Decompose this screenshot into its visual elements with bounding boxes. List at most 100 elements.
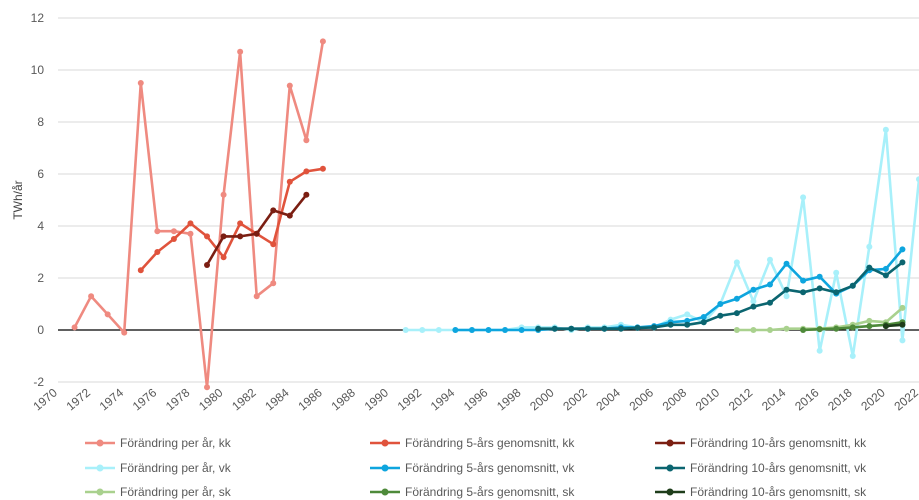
legend-swatch-marker: [381, 464, 389, 472]
data-point: [700, 314, 707, 320]
legend-label: Förändring per år, sk: [120, 485, 232, 499]
data-point: [733, 295, 740, 302]
x-tick-label: 2012: [726, 385, 756, 413]
y-tick-label: 10: [31, 63, 45, 77]
data-point: [783, 325, 790, 332]
data-point: [551, 325, 558, 332]
data-point: [684, 311, 691, 318]
data-point: [833, 269, 840, 276]
data-point: [634, 324, 641, 331]
legend-label: Förändring per år, vk: [120, 461, 232, 475]
data-point: [402, 327, 409, 333]
gridlines: [58, 17, 919, 383]
data-point: [849, 282, 856, 289]
data-point: [568, 325, 575, 332]
legend: Förändring per år, kk Förändring 5-års ge…: [85, 436, 867, 499]
x-tick-label: 1986: [295, 385, 325, 413]
data-point: [535, 325, 542, 332]
data-point: [518, 327, 525, 333]
legend-swatch-marker: [666, 488, 674, 496]
legend-label: Förändring 10-års genomsnitt, sk: [690, 485, 867, 499]
data-point: [121, 329, 128, 336]
data-point: [204, 233, 211, 240]
data-point: [270, 280, 277, 287]
data-point: [899, 321, 906, 328]
legend-swatch-marker: [381, 488, 389, 496]
x-tick-label: 1972: [64, 385, 94, 413]
series-line: [73, 41, 325, 389]
data-point: [303, 137, 310, 144]
data-point: [766, 256, 773, 263]
data-point: [286, 178, 293, 185]
data-point: [899, 337, 906, 344]
data-point: [88, 293, 95, 300]
plot-area: [71, 38, 919, 391]
data-point: [733, 327, 740, 333]
data-point: [187, 230, 194, 237]
data-point: [783, 293, 790, 300]
x-tick-label: 1982: [229, 385, 259, 413]
data-point: [71, 324, 78, 331]
data-point: [502, 327, 509, 333]
data-point: [916, 176, 919, 183]
legend-swatch-marker: [666, 464, 674, 472]
legend-item: Förändring 5-års genomsnitt, vk: [370, 461, 575, 475]
legend-item: Förändring per år, vk: [85, 461, 232, 475]
data-point: [617, 325, 624, 332]
legend-item: Förändring 10-års genomsnitt, vk: [655, 461, 867, 475]
data-point: [866, 323, 873, 330]
data-point: [204, 262, 211, 268]
data-point: [750, 327, 757, 333]
y-tick-label: 12: [31, 11, 45, 25]
data-point: [899, 304, 906, 311]
legend-label: Förändring 10-års genomsnitt, vk: [690, 461, 867, 475]
data-point: [766, 281, 773, 288]
legend-item: Förändring per år, kk: [85, 436, 232, 450]
y-tick-label: 8: [37, 115, 44, 129]
data-point: [584, 325, 591, 332]
data-point: [667, 321, 674, 328]
data-point: [319, 165, 326, 172]
legend-label: Förändring per år, kk: [120, 436, 232, 450]
data-point: [286, 212, 293, 219]
x-tick-label: 2002: [560, 385, 590, 413]
data-point: [733, 310, 740, 317]
data-point: [833, 289, 840, 296]
data-point: [717, 301, 724, 307]
x-tick-label: 2004: [593, 385, 623, 413]
data-point: [237, 220, 244, 227]
legend-item: Förändring 10-års genomsnitt, sk: [655, 485, 867, 499]
x-tick-label: 1988: [329, 385, 359, 413]
data-point: [750, 286, 757, 293]
x-tick-label: 2020: [858, 385, 888, 413]
data-point: [253, 293, 260, 300]
data-point: [303, 168, 310, 175]
legend-swatch-marker: [666, 439, 674, 447]
y-tick-label: 4: [37, 219, 44, 233]
data-point: [468, 327, 475, 333]
data-point: [800, 194, 807, 201]
data-point: [170, 228, 177, 235]
data-point: [849, 353, 856, 359]
x-tick-label: 2016: [792, 385, 822, 413]
y-tick-label: 6: [37, 167, 44, 181]
series-line: [455, 248, 904, 332]
data-point: [286, 82, 293, 89]
data-point: [684, 321, 691, 328]
data-point: [237, 233, 244, 240]
x-tick-label: 2010: [693, 385, 723, 413]
x-tick-label: 1978: [163, 385, 193, 413]
data-point: [833, 325, 840, 332]
data-point: [270, 207, 277, 214]
series-line: [538, 261, 904, 331]
data-point: [237, 48, 244, 55]
data-point: [849, 324, 856, 331]
x-tick-label: 2018: [825, 385, 855, 413]
series-line: [405, 128, 919, 358]
data-point: [137, 80, 144, 86]
data-point: [187, 220, 194, 227]
data-point: [766, 299, 773, 306]
data-point: [866, 317, 873, 324]
x-tick-label: 1996: [461, 385, 491, 413]
series-2: [204, 191, 310, 268]
